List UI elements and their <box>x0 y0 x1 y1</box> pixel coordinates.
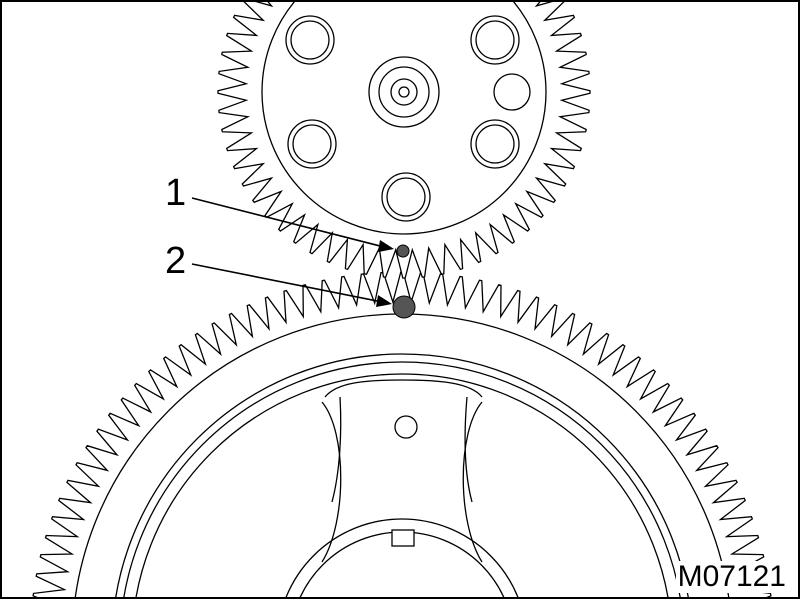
camshaft-gear-center-ring <box>368 56 440 128</box>
camshaft-gear-hole-1-inner <box>290 20 330 60</box>
timing-mark-large-icon <box>392 295 416 319</box>
callout-1-label: 1 <box>165 172 187 214</box>
figure-reference-code: M07121 <box>675 560 788 593</box>
crankshaft-gear-web-left <box>321 401 342 563</box>
crankshaft-gear-bore <box>285 518 519 597</box>
crankshaft-gear-web-left-2 <box>331 396 342 503</box>
callout-2-label: 2 <box>165 240 187 282</box>
crankshaft-gear-teeth <box>32 271 772 597</box>
crankshaft-gear-keyway <box>391 529 415 547</box>
leader-arrow-2-icon <box>376 295 392 307</box>
crankshaft-gear-web-right <box>462 401 483 563</box>
leader-line-2 <box>191 263 383 303</box>
leader-arrow-1-icon <box>378 240 394 252</box>
crankshaft-gear-inner-ring-2 <box>123 361 681 597</box>
camshaft-gear-hole-4-inner <box>475 124 515 164</box>
camshaft-gear-hub-ring <box>261 2 547 235</box>
timing-mark-small-icon <box>396 244 410 258</box>
camshaft-gear-center-ring-2 <box>378 66 430 118</box>
camshaft-gear-small-hole <box>493 73 531 111</box>
camshaft-gear-hole-3 <box>287 119 337 169</box>
camshaft-gear-hole-1 <box>285 15 335 65</box>
crankshaft-gear-icon <box>32 271 772 597</box>
camshaft-gear-teeth <box>217 2 591 279</box>
crankshaft-gear-inner-ring <box>115 353 689 597</box>
camshaft-gear-hole-5-inner <box>386 177 426 217</box>
camshaft-gear-center-dot <box>398 86 410 98</box>
camshaft-gear-hole-5 <box>381 172 431 222</box>
crankshaft-gear-hole <box>394 415 418 439</box>
crankshaft-gear-hub-ring <box>135 373 669 597</box>
camshaft-gear-hole-2-inner <box>475 20 515 60</box>
camshaft-gear-hole-2 <box>470 15 520 65</box>
camshaft-gear-hole-4 <box>470 119 520 169</box>
camshaft-gear-center-bore <box>390 78 418 106</box>
leader-line-1 <box>191 197 385 248</box>
crankshaft-gear-web-top <box>324 379 483 398</box>
crankshaft-gear-web-right-2 <box>464 396 473 503</box>
camshaft-gear-hole-3-inner <box>292 124 332 164</box>
camshaft-gear-icon <box>217 2 591 279</box>
